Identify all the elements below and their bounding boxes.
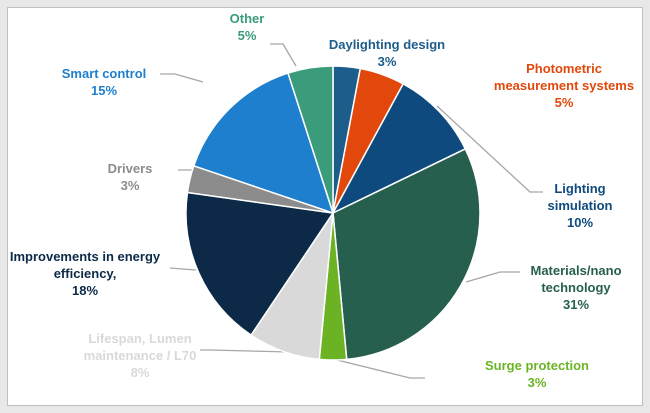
value-label: 3% [377, 54, 397, 69]
slice-label: Smart control 15% [34, 65, 174, 99]
leader-line [436, 105, 543, 193]
leader-line [332, 358, 425, 379]
category-name: Surge protection [484, 358, 589, 373]
leader-line [465, 271, 520, 283]
category-name: Photometric measurement systems [493, 61, 635, 93]
pie-slice [332, 147, 481, 361]
leader-lines [160, 43, 543, 379]
slice-label: Materials/nanotechnology 31% [530, 262, 622, 313]
value-label: 8% [130, 365, 150, 380]
value-label: 15% [90, 83, 118, 98]
leader-line [200, 349, 291, 353]
leader-line [270, 43, 297, 67]
category-name: Lifespan, Lumen maintenance / L70 [83, 331, 197, 363]
slice-label: Lifespan, Lumen maintenance / L70 8% [55, 330, 225, 381]
value-label: 5% [554, 95, 574, 110]
value-label: 5% [237, 28, 257, 43]
pie-slice [185, 191, 335, 337]
value-label: 18% [71, 283, 99, 298]
category-name: Materials/nanotechnology [530, 263, 622, 295]
slice-label: Surge protection 3% [462, 357, 612, 391]
category-name: Daylighting design [328, 37, 446, 52]
category-name: Other [229, 11, 265, 26]
pie-slice [287, 65, 334, 214]
slice-label: Photometric measurement systems 5% [489, 60, 639, 111]
slice-label: Daylighting design 3% [302, 36, 472, 70]
slice-label: Other 5% [217, 10, 277, 44]
value-label: 31% [562, 297, 590, 312]
category-name: Smart control [61, 66, 147, 81]
slice-label: Lighting simulation 10% [535, 180, 625, 231]
slice-label: Improvements in energy efficiency, 18% [0, 248, 170, 299]
slice-label: Drivers 3% [90, 160, 170, 194]
leader-line [169, 267, 197, 271]
category-name: Drivers [107, 161, 153, 176]
category-name: Improvements in energy efficiency, [9, 249, 161, 281]
value-label: 10% [566, 215, 594, 230]
pie-slice [192, 72, 335, 215]
value-label: 3% [120, 178, 140, 193]
leader-line [160, 73, 204, 83]
category-name: Lighting simulation [547, 181, 613, 213]
value-label: 3% [527, 375, 547, 390]
pie-slice [331, 82, 467, 215]
